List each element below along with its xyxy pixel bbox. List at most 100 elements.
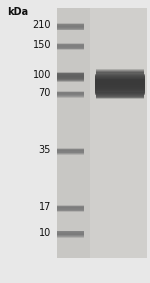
- Bar: [57, 153, 84, 154]
- Bar: [95, 80, 145, 83]
- Bar: [57, 76, 84, 79]
- Bar: [57, 234, 84, 235]
- Bar: [57, 95, 84, 96]
- Bar: [57, 91, 84, 92]
- Bar: [57, 211, 84, 212]
- Bar: [95, 80, 145, 84]
- Bar: [57, 23, 84, 25]
- Bar: [57, 75, 84, 78]
- Bar: [96, 71, 144, 74]
- Bar: [57, 29, 84, 31]
- Bar: [95, 91, 145, 94]
- Bar: [96, 69, 144, 72]
- Bar: [57, 209, 84, 211]
- Text: 100: 100: [33, 70, 51, 80]
- Bar: [57, 26, 84, 27]
- Bar: [95, 90, 145, 93]
- Bar: [57, 78, 84, 80]
- Bar: [96, 70, 144, 73]
- Bar: [95, 84, 145, 87]
- Bar: [57, 151, 84, 153]
- Bar: [57, 47, 84, 49]
- Bar: [57, 206, 84, 208]
- Bar: [57, 92, 84, 93]
- Bar: [57, 94, 84, 95]
- Bar: [57, 46, 84, 47]
- Bar: [95, 88, 145, 91]
- Bar: [57, 148, 84, 149]
- Bar: [57, 96, 84, 98]
- Bar: [96, 96, 144, 99]
- Bar: [57, 153, 84, 155]
- Bar: [57, 95, 84, 97]
- Bar: [57, 231, 84, 234]
- Bar: [96, 93, 144, 96]
- Bar: [57, 73, 84, 76]
- Bar: [57, 27, 84, 28]
- Bar: [57, 231, 84, 232]
- Bar: [95, 87, 145, 90]
- Bar: [57, 207, 84, 209]
- Text: 10: 10: [39, 228, 51, 238]
- Bar: [95, 76, 145, 79]
- Bar: [96, 73, 144, 76]
- Bar: [57, 80, 84, 82]
- Text: kDa: kDa: [8, 7, 29, 17]
- Bar: [95, 79, 145, 82]
- Bar: [57, 233, 84, 235]
- Bar: [57, 44, 84, 46]
- Bar: [57, 73, 84, 76]
- Bar: [96, 74, 144, 77]
- Bar: [57, 93, 84, 95]
- Bar: [95, 81, 145, 85]
- Bar: [57, 207, 84, 208]
- Bar: [57, 92, 84, 94]
- Bar: [57, 49, 84, 50]
- Text: 70: 70: [39, 88, 51, 98]
- Bar: [95, 89, 145, 92]
- Bar: [57, 235, 84, 236]
- Bar: [57, 232, 84, 234]
- Bar: [57, 150, 84, 152]
- Bar: [96, 94, 144, 98]
- Bar: [57, 43, 84, 45]
- Text: 210: 210: [33, 20, 51, 31]
- Bar: [57, 24, 84, 26]
- Bar: [57, 206, 84, 207]
- Bar: [57, 205, 84, 207]
- Bar: [57, 152, 84, 153]
- Bar: [57, 149, 84, 151]
- Bar: [57, 92, 84, 94]
- Bar: [95, 85, 145, 88]
- Bar: [57, 48, 84, 50]
- Bar: [57, 74, 84, 76]
- Bar: [96, 95, 144, 98]
- Bar: [96, 93, 144, 97]
- Bar: [57, 210, 84, 211]
- Bar: [57, 28, 84, 30]
- Text: 150: 150: [33, 40, 51, 50]
- Text: 35: 35: [39, 145, 51, 155]
- Bar: [57, 8, 90, 258]
- Bar: [57, 236, 84, 238]
- Bar: [57, 72, 84, 74]
- Bar: [57, 25, 84, 27]
- Bar: [94, 83, 146, 86]
- Bar: [57, 149, 84, 151]
- Bar: [95, 86, 145, 89]
- Bar: [57, 235, 84, 237]
- Bar: [94, 82, 146, 85]
- Bar: [96, 91, 144, 95]
- Bar: [95, 77, 145, 80]
- Bar: [57, 149, 84, 150]
- Bar: [57, 208, 84, 210]
- Bar: [57, 46, 84, 48]
- Bar: [57, 45, 84, 46]
- Bar: [95, 78, 145, 81]
- Bar: [57, 8, 147, 258]
- Bar: [57, 24, 84, 27]
- Bar: [95, 75, 145, 78]
- Bar: [57, 44, 84, 46]
- Bar: [96, 72, 144, 75]
- Text: 17: 17: [39, 202, 51, 212]
